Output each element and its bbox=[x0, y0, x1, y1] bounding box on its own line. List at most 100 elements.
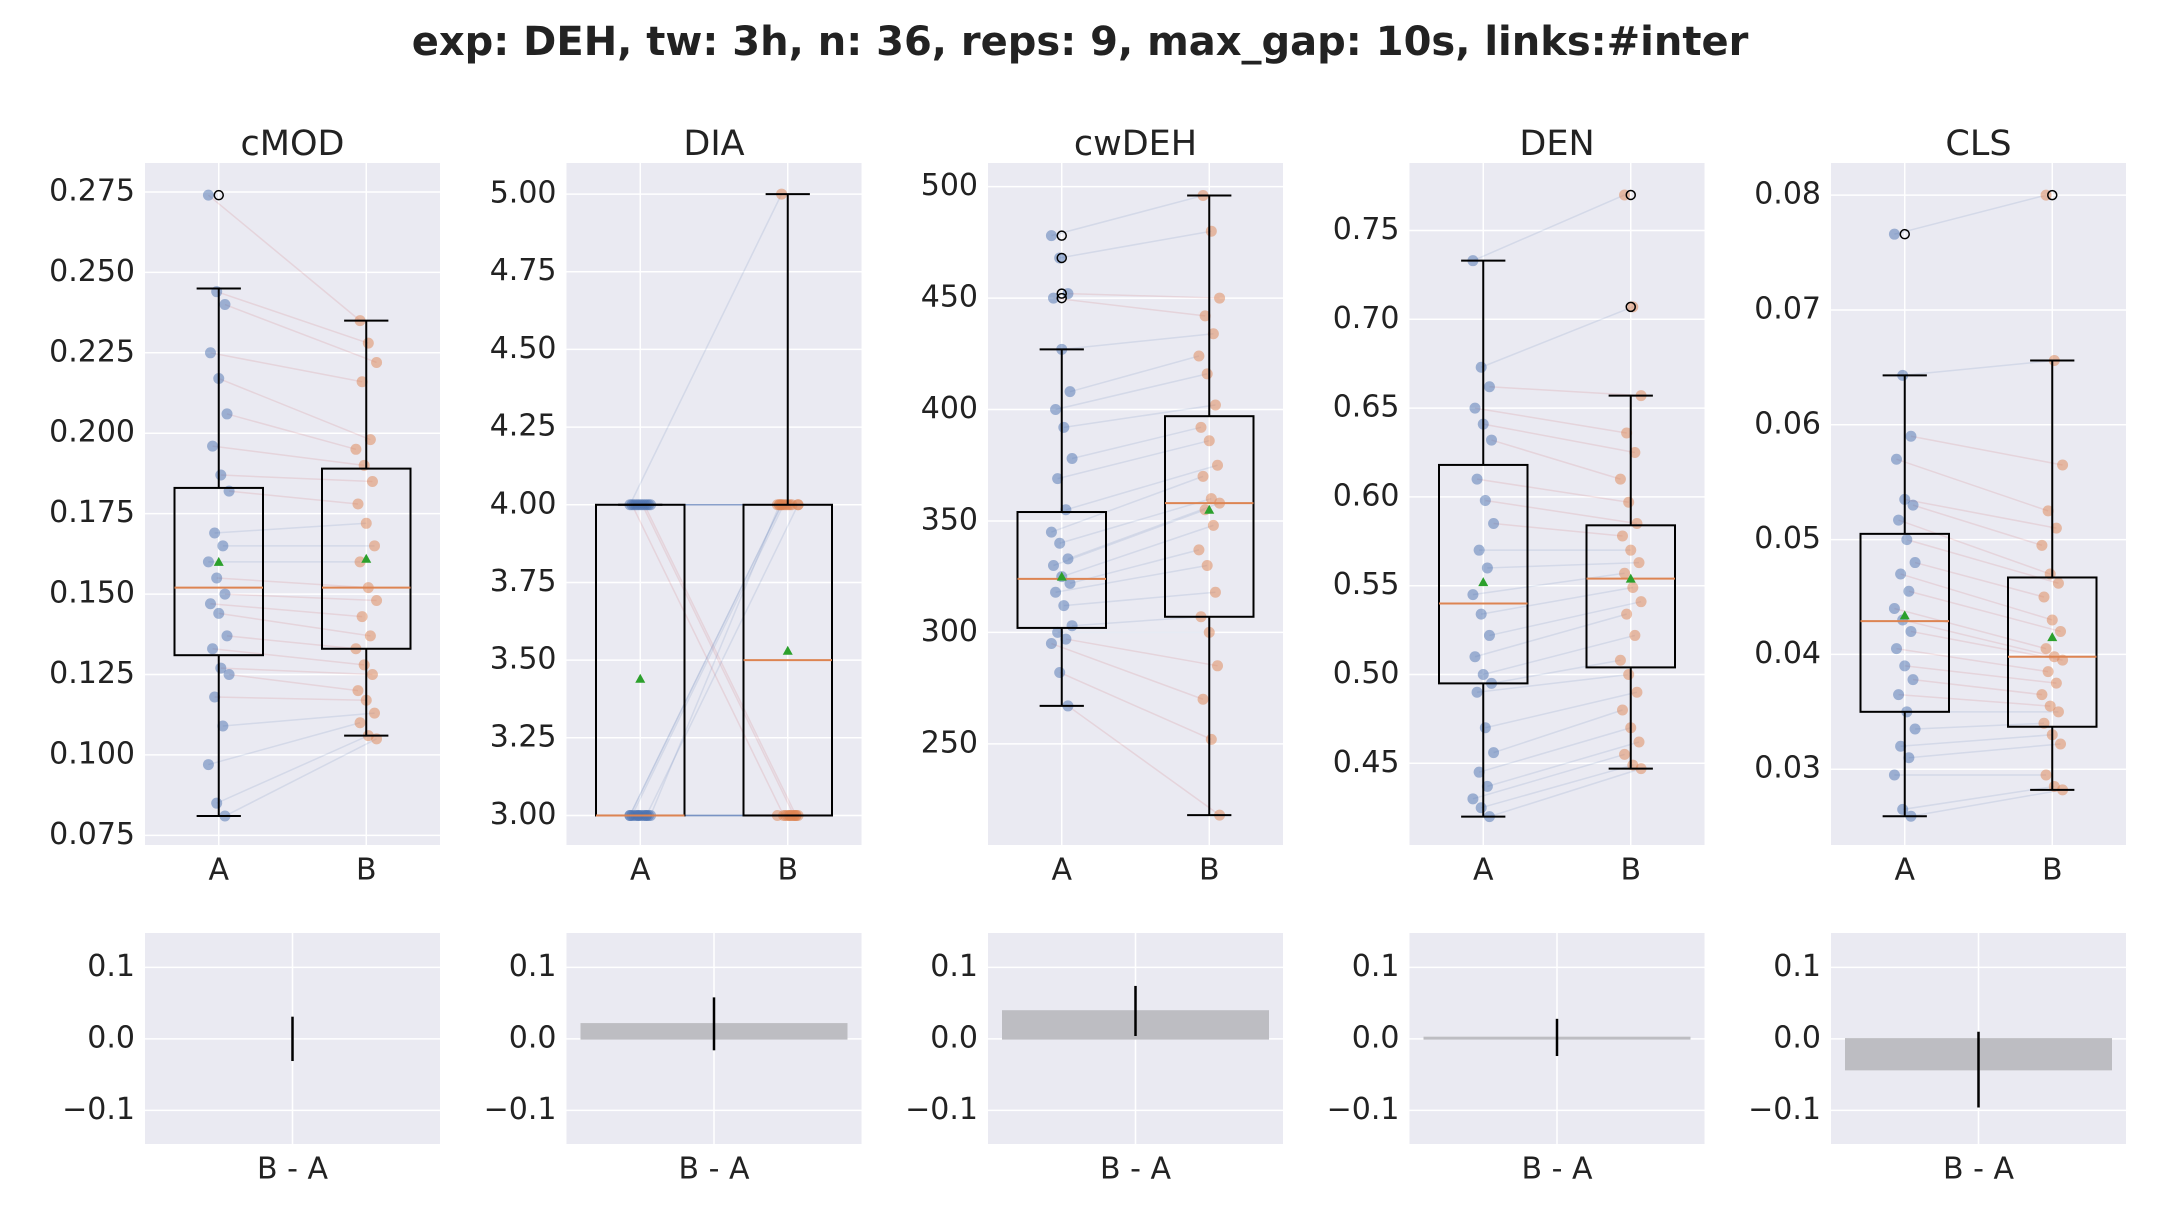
y-tick-label: 0.07 bbox=[1754, 291, 1821, 326]
box bbox=[1016, 511, 1107, 629]
pair-line bbox=[224, 738, 377, 817]
data-point bbox=[1888, 769, 1900, 781]
data-point bbox=[1212, 660, 1224, 672]
data-point bbox=[2040, 769, 2052, 781]
pair-line bbox=[629, 504, 783, 816]
data-point bbox=[1066, 620, 1078, 632]
data-point bbox=[1212, 459, 1224, 471]
data-point bbox=[204, 347, 216, 359]
pair-line bbox=[226, 413, 357, 451]
data-point bbox=[2042, 666, 2054, 678]
pair-line bbox=[1912, 678, 2043, 696]
data-point bbox=[354, 556, 366, 568]
data-point bbox=[1199, 310, 1211, 322]
data-point bbox=[1893, 689, 1905, 701]
pair-line bbox=[222, 712, 375, 727]
pair-line bbox=[1910, 789, 2063, 818]
data-point bbox=[1066, 453, 1078, 465]
pair-line bbox=[1481, 586, 1633, 615]
y-tick-label: −0.1 bbox=[905, 1092, 978, 1127]
data-point bbox=[209, 691, 221, 703]
pair-line bbox=[220, 474, 373, 483]
pair-line bbox=[224, 303, 377, 364]
data-point bbox=[211, 572, 223, 584]
y-tick-label: 400 bbox=[921, 391, 978, 426]
pair-line bbox=[1067, 292, 1220, 299]
pair-line bbox=[1055, 373, 1208, 411]
pair-line bbox=[207, 194, 361, 322]
data-point bbox=[1058, 421, 1070, 433]
pair-line bbox=[218, 377, 371, 441]
y-tick-label: 3.00 bbox=[490, 797, 557, 832]
outlier bbox=[1056, 252, 1067, 264]
data-point bbox=[1481, 780, 1493, 792]
pair-line bbox=[218, 612, 371, 637]
y-tick-label: 4.25 bbox=[490, 409, 557, 444]
pair-line bbox=[216, 734, 369, 804]
y-tick-label: 4.50 bbox=[490, 331, 557, 366]
data-point bbox=[1483, 629, 1495, 641]
mean-marker bbox=[361, 553, 372, 563]
data-point bbox=[1888, 602, 1900, 614]
pair-line bbox=[1055, 564, 1208, 593]
data-point bbox=[221, 408, 233, 420]
box bbox=[1438, 463, 1529, 685]
pair-line bbox=[1902, 619, 2055, 658]
data-point bbox=[2052, 706, 2064, 718]
pair-line bbox=[649, 504, 781, 816]
pair-line bbox=[1491, 659, 1621, 685]
data-point bbox=[1905, 625, 1917, 637]
data-point bbox=[2050, 677, 2062, 689]
y-tick-label: 350 bbox=[921, 502, 978, 537]
y-tick-label: 0.075 bbox=[49, 817, 135, 852]
pair-line bbox=[1474, 613, 1627, 658]
data-point bbox=[1629, 629, 1641, 641]
pair-line bbox=[1069, 549, 1200, 585]
data-point bbox=[1207, 328, 1219, 340]
pair-line bbox=[1898, 693, 2051, 707]
data-point bbox=[219, 299, 231, 311]
data-point bbox=[1619, 748, 1631, 760]
data-point bbox=[2036, 539, 2048, 551]
y-tick-label: 0.1 bbox=[1352, 949, 1400, 984]
pair-line bbox=[224, 593, 377, 602]
box bbox=[1585, 524, 1676, 669]
y-tick-label: 0.1 bbox=[87, 949, 135, 984]
y-tick-label: 0.08 bbox=[1754, 177, 1821, 212]
data-point bbox=[1623, 496, 1635, 508]
pair-line bbox=[216, 290, 369, 344]
pair-line bbox=[1061, 332, 1214, 351]
data-point bbox=[366, 475, 378, 487]
y-tick-label: 0.250 bbox=[49, 254, 135, 289]
pair-line bbox=[629, 193, 783, 506]
pair-line bbox=[1480, 764, 1634, 809]
box bbox=[173, 486, 264, 657]
data-point bbox=[1616, 704, 1628, 716]
pair-line bbox=[1487, 741, 1640, 788]
y-tick-label: 250 bbox=[921, 725, 978, 760]
data-point bbox=[1473, 544, 1485, 556]
y-tick-label: −0.1 bbox=[1327, 1092, 1400, 1127]
pair-line bbox=[1910, 630, 2063, 661]
y-tick-label: 0.275 bbox=[49, 173, 135, 208]
data-point bbox=[1633, 736, 1645, 748]
pair-line bbox=[1489, 386, 1642, 397]
pair-line bbox=[1067, 705, 1221, 816]
pair-line bbox=[1894, 607, 2047, 650]
panel-title: DEN bbox=[1519, 124, 1594, 164]
x-tick-label: A bbox=[630, 853, 651, 888]
outlier bbox=[1625, 189, 1636, 201]
plot-background bbox=[145, 163, 440, 845]
box bbox=[2007, 576, 2098, 728]
pair-line bbox=[208, 722, 361, 766]
pair-line bbox=[212, 445, 365, 467]
y-tick-label: 0.100 bbox=[49, 736, 135, 771]
pair-line bbox=[1493, 522, 1623, 537]
data-point bbox=[1614, 473, 1626, 485]
data-point bbox=[1486, 434, 1498, 446]
data-point bbox=[1475, 608, 1487, 620]
data-point bbox=[352, 685, 364, 697]
pair-line bbox=[1067, 502, 1220, 560]
pair-line bbox=[1069, 355, 1200, 393]
pair-line bbox=[1904, 665, 2057, 684]
